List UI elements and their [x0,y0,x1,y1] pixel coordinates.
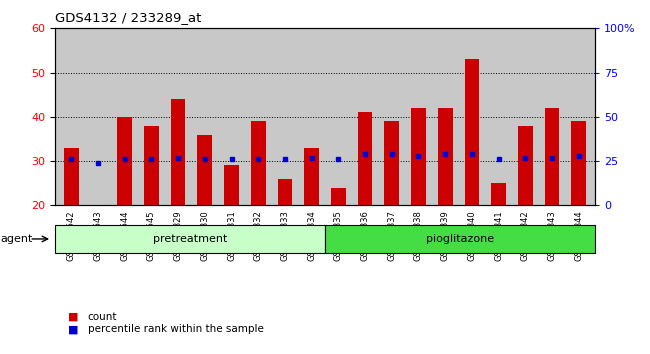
Bar [411,108,426,205]
FancyBboxPatch shape [55,225,325,253]
Bar [251,121,266,205]
Text: pretreatment: pretreatment [153,234,228,244]
Text: pioglitazone: pioglitazone [426,234,494,244]
Bar [545,108,560,205]
FancyBboxPatch shape [325,225,595,253]
Bar [571,121,586,205]
Bar [278,179,292,205]
Bar [64,148,79,205]
Bar [118,117,132,205]
Bar [491,183,506,205]
Text: percentile rank within the sample: percentile rank within the sample [88,324,264,334]
Bar [331,188,346,205]
Bar [465,59,479,205]
Text: ■: ■ [68,312,79,322]
Text: agent: agent [1,234,33,244]
Bar [304,148,319,205]
Bar [198,135,212,205]
Bar [384,121,399,205]
Bar [224,166,239,205]
Bar [144,126,159,205]
Text: GDS4132 / 233289_at: GDS4132 / 233289_at [55,11,201,24]
Text: ■: ■ [68,324,79,334]
Bar [171,99,185,205]
Bar [358,113,372,205]
Text: count: count [88,312,117,322]
Bar [518,126,532,205]
Bar [438,108,452,205]
